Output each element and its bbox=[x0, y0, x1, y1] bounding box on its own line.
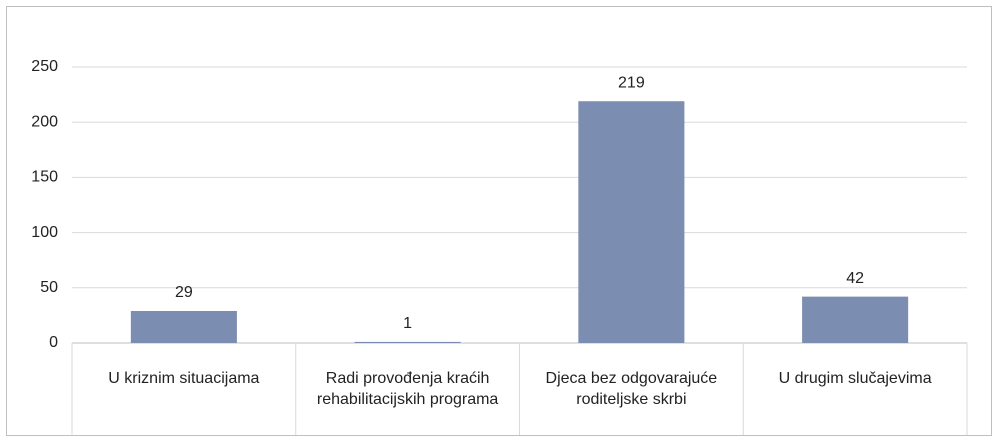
data-label: 219 bbox=[618, 74, 645, 91]
data-label: 29 bbox=[175, 284, 193, 301]
bar bbox=[130, 310, 237, 343]
y-tick-label: 0 bbox=[49, 334, 58, 351]
chart-border bbox=[6, 6, 992, 436]
y-tick-label: 50 bbox=[40, 279, 58, 296]
y-tick-label: 100 bbox=[31, 224, 58, 241]
data-label: 1 bbox=[403, 315, 412, 332]
data-label: 42 bbox=[846, 270, 864, 287]
x-tick-label: U kriznim situacijama bbox=[108, 370, 260, 387]
y-tick-label: 250 bbox=[31, 58, 58, 75]
y-tick-label: 150 bbox=[31, 169, 58, 186]
bar bbox=[802, 296, 909, 343]
x-tick-label: U drugim slučajevima bbox=[778, 370, 932, 387]
x-tick-label: Djeca bez odgovarajuće roditeljske skrbi bbox=[545, 370, 718, 408]
x-tick-label: Radi provođenja kraćih rehabilitacijskih… bbox=[316, 370, 499, 408]
y-tick-label: 200 bbox=[31, 113, 58, 130]
bar bbox=[578, 101, 685, 343]
bar bbox=[354, 341, 461, 343]
